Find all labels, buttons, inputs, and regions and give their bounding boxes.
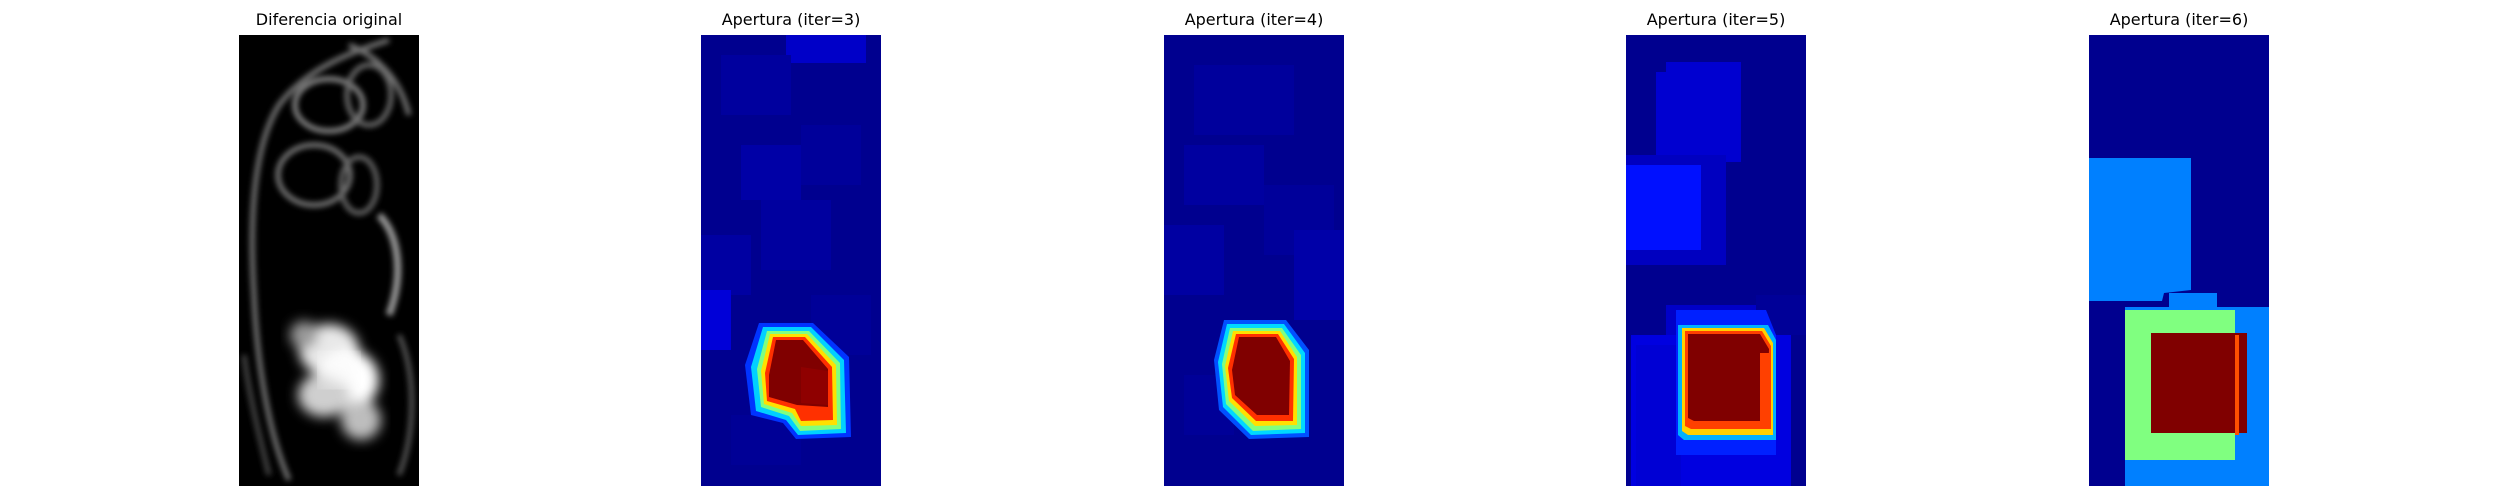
panel-original: Diferencia original — [239, 0, 419, 500]
panel-iter-5: Apertura (iter=5) — [1626, 0, 1806, 500]
panel-title: Apertura (iter=4) — [1184, 10, 1324, 29]
opening-iter-3-image — [701, 35, 881, 486]
panel-iter-4: Apertura (iter=4) — [1164, 0, 1344, 500]
panel-title: Diferencia original — [255, 10, 403, 29]
panel-title: Apertura (iter=5) — [1646, 10, 1786, 29]
opening-iter-6-image — [2089, 35, 2269, 486]
original-difference-image — [239, 35, 419, 486]
opening-iter-4-image — [1164, 35, 1344, 486]
opening-iter-5-image — [1626, 35, 1806, 486]
panel-title: Apertura (iter=6) — [2109, 10, 2249, 29]
panel-iter-3: Apertura (iter=3) — [701, 0, 881, 500]
panel-title: Apertura (iter=3) — [721, 10, 861, 29]
panel-iter-6: Apertura (iter=6) — [2089, 0, 2269, 500]
